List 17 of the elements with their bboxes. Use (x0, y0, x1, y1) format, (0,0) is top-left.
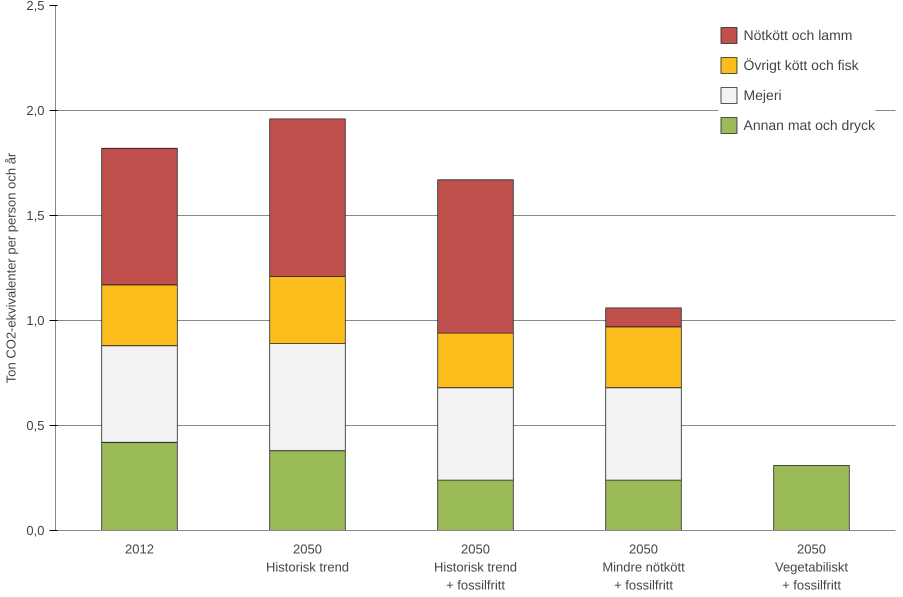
bar (773, 465, 850, 530)
y-tick-label: 2,0 (26, 103, 45, 118)
legend-label: Annan mat och dryck (743, 117, 875, 133)
y-tick-label: 1,5 (26, 208, 45, 223)
y-tick-label: 1,0 (26, 313, 45, 328)
x-tick-label: 2050 Vegetabiliskt + fossilfritt (775, 542, 848, 592)
legend-label: Övrigt kött och fisk (743, 57, 859, 73)
x-tick-label: 2050 Historisk trend (266, 542, 350, 574)
y-tick-label: 0,5 (26, 418, 45, 433)
x-tick-label: 2050 Mindre nötkött + fossilfritt (602, 542, 686, 592)
y-axis-title: Ton CO2-ekvivalenter per person och år (3, 152, 18, 384)
y-tick-label: 0,0 (26, 523, 45, 538)
x-tick-label: 2050 Historisk trend + fossilfritt (434, 542, 518, 592)
x-tick-label: 2012 (125, 542, 154, 556)
legend-label: Mejeri (743, 87, 782, 103)
y-tick-label: 2,5 (26, 0, 45, 13)
legend-label: Nötkött och lamm (743, 27, 852, 43)
